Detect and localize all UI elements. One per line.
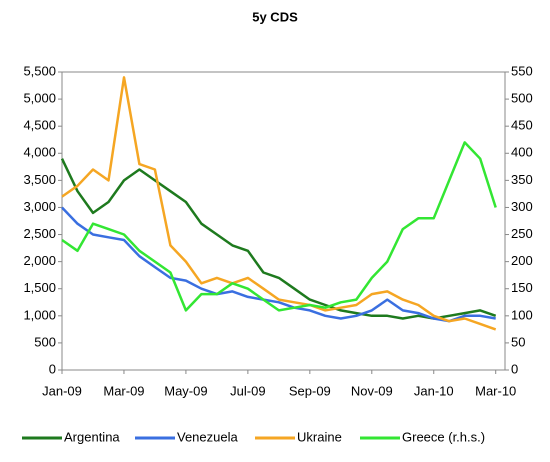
- y2-tick-label: 300: [511, 199, 533, 214]
- y2-tick-label: 450: [511, 118, 533, 133]
- y-tick-label: 3,500: [23, 172, 56, 187]
- series-line: [61, 76, 497, 331]
- y-tick-label: 2,000: [23, 253, 56, 268]
- y-tick-label: 1,500: [23, 280, 56, 295]
- plot-frame: [61, 71, 506, 371]
- y2-tick-label: 0: [511, 361, 518, 376]
- y-tick-label: 5,500: [23, 63, 56, 78]
- legend-label: Argentina: [64, 429, 120, 444]
- x-tick-label: Jul-09: [230, 383, 265, 398]
- y-tick-label: 500: [34, 334, 56, 349]
- y2-tick-label: 550: [511, 63, 533, 78]
- y-tick-label: 1,000: [23, 307, 56, 322]
- y-tick-label: 4,500: [23, 118, 56, 133]
- series-line: [61, 206, 496, 323]
- y2-tick-label: 100: [511, 307, 533, 322]
- y-tick-label: 5,000: [23, 91, 56, 106]
- x-tick-label: Sep-09: [289, 383, 331, 398]
- legend-label: Ukraine: [297, 429, 342, 444]
- x-tick-label: Mar-10: [475, 383, 516, 398]
- y2-tick-label: 350: [511, 172, 533, 187]
- series-line: [60, 158, 497, 320]
- chart-title: 5y CDS: [252, 9, 298, 24]
- y2-tick-label: 400: [511, 145, 533, 160]
- y2-tick-label: 50: [511, 334, 525, 349]
- y2-tick-label: 200: [511, 253, 533, 268]
- y-tick-label: 2,500: [23, 226, 56, 241]
- y-tick-label: 3,000: [23, 199, 56, 214]
- y-tick-label: 4,000: [23, 145, 56, 160]
- legend-label: Greece (r.h.s.): [402, 429, 485, 444]
- x-tick-label: Mar-09: [103, 383, 144, 398]
- y2-tick-label: 150: [511, 280, 533, 295]
- x-tick-label: Jan-10: [414, 383, 454, 398]
- x-tick-label: Jan-09: [42, 383, 82, 398]
- y-tick-label: 0: [49, 361, 56, 376]
- series-line: [61, 141, 497, 312]
- x-tick-label: May-09: [164, 383, 207, 398]
- y2-tick-label: 250: [511, 226, 533, 241]
- x-tick-label: Nov-09: [351, 383, 393, 398]
- y2-tick-label: 500: [511, 91, 533, 106]
- legend-label: Venezuela: [177, 429, 238, 444]
